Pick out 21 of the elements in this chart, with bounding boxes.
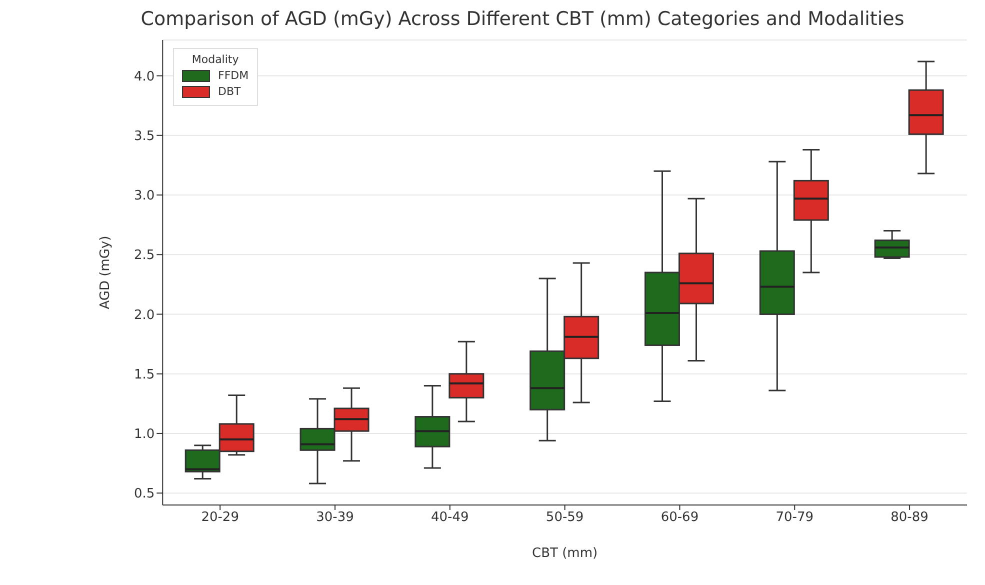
x-tick-label: 70-79 [776, 510, 814, 526]
y-tick-label: 3.0 [134, 188, 155, 204]
y-tick-label: 1.0 [134, 427, 155, 442]
legend-label: FFDM [218, 69, 249, 82]
x-tick-label: 40-49 [431, 510, 469, 526]
y-tick-label: 1.5 [134, 367, 155, 382]
legend-label: DBT [218, 85, 241, 98]
x-tick-label: 20-29 [201, 510, 239, 526]
x-axis-title: CBT (mm) [532, 546, 598, 561]
x-tick-label: 60-69 [660, 510, 699, 526]
y-axis-title: AGD (mGy) [98, 236, 114, 310]
x-tick-label: 50-59 [546, 510, 584, 526]
x-tick-label: 80-89 [890, 510, 928, 526]
y-tick-label: 4.0 [134, 69, 155, 84]
chart-title: Comparison of AGD (mGy) Across Different CBT (mm) Categories and Modalities [140, 8, 906, 30]
y-tick-label: 0.5 [134, 486, 155, 502]
legend-title: Modality [190, 53, 240, 66]
x-tick-label: 30-39 [316, 510, 354, 526]
y-tick-label: 2.5 [134, 248, 155, 264]
y-tick-label: 3.5 [134, 129, 155, 144]
y-tick-label: 2.0 [134, 308, 155, 323]
